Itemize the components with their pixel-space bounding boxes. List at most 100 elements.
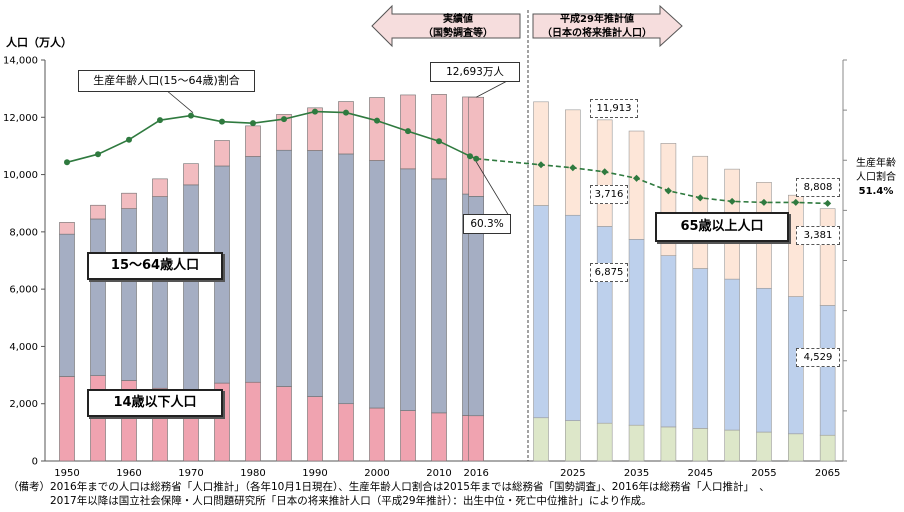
bar-working-2045	[692, 268, 709, 429]
bar-elderly-2016	[468, 96, 485, 197]
x-tick-label: 2025	[560, 468, 585, 479]
bar-children-2050	[724, 429, 740, 462]
ratio-point-1995	[343, 109, 349, 116]
ratio-2016-leader	[475, 161, 510, 217]
bar-working-2055	[756, 287, 772, 433]
bar-children-2055	[756, 431, 772, 462]
bar-elderly-1980	[245, 125, 261, 157]
bar-elderly-2035	[628, 130, 645, 240]
bar-elderly-1975	[214, 140, 230, 167]
proj-line2: （日本の将来推計人口）	[542, 28, 652, 39]
ratio-point-1975	[219, 118, 225, 125]
bar-children-2016	[468, 415, 485, 462]
y-tick-label: 0	[32, 457, 38, 468]
bar-elderly-2020	[533, 101, 549, 206]
ratio-point-2055	[760, 198, 768, 206]
bar-working-2010	[431, 178, 447, 414]
bar-working-2035	[628, 239, 645, 426]
x-tick-label: 2035	[624, 468, 649, 479]
bar-children-2040	[660, 426, 677, 462]
bar-working-2030	[596, 226, 613, 424]
bar-working-1960	[121, 208, 137, 381]
bar-elderly-1955	[90, 204, 106, 220]
ratio-point-1970	[188, 112, 194, 119]
actual-arrow-icon	[371, 4, 521, 48]
bar-working-1990	[307, 150, 323, 397]
proj-line1: 平成29年推計値	[560, 14, 634, 25]
y-tick-label: 4,000	[9, 342, 38, 353]
value-2065-working: 4,529	[796, 348, 840, 367]
x-tick-label: 2065	[815, 468, 840, 479]
projection-label: 平成29年推計値 （日本の将来推計人口）	[532, 13, 662, 41]
ratio-point-1950	[64, 159, 70, 166]
x-tick-label: 1990	[302, 468, 327, 479]
bar-working-2025	[565, 214, 581, 421]
ratio-point-2025	[569, 164, 577, 172]
value-2065-total: 8,808	[796, 178, 840, 197]
y-axis-title: 人口（万人）	[6, 36, 72, 49]
ratio-point-1985	[281, 116, 287, 123]
bar-elderly-2000	[369, 97, 385, 161]
elderly-legend: 65歳以上人口	[655, 212, 789, 242]
bar-children-1995	[338, 403, 354, 462]
bar-working-2000	[369, 160, 385, 409]
bar-working-1980	[245, 156, 261, 383]
ratio-point-2000	[374, 117, 380, 124]
bar-elderly-1960	[121, 192, 137, 209]
bar-children-2010	[431, 412, 447, 462]
ratio-point-2035	[633, 174, 641, 182]
bar-working-1965	[152, 196, 168, 389]
bar-working-1950	[59, 233, 75, 377]
ratio-title-box: 生産年齢人口(15～64歳)割合	[78, 70, 255, 92]
bar-elderly-2025	[565, 109, 581, 216]
bar-working-1995	[338, 153, 354, 405]
right-ratio-value: 51.4%	[858, 186, 894, 197]
ratio-point-1990	[312, 108, 318, 115]
bar-elderly-1990	[307, 107, 323, 151]
bar-children-1950	[59, 376, 75, 462]
ratio-point-1965	[157, 117, 163, 124]
y-tick-label: 2,000	[9, 399, 38, 410]
ratio-2016-box: 60.3%	[463, 214, 511, 234]
right-ratio-label: 生産年齢 人口割合 51.4%	[850, 157, 902, 199]
ratio-point-1955	[95, 151, 101, 158]
ratio-point-2010	[436, 138, 442, 145]
x-tick-label: 2045	[688, 468, 713, 479]
ratio-point-1980	[250, 120, 256, 127]
bar-children-2065	[819, 434, 836, 462]
ratio-point-2045	[696, 194, 704, 202]
total-2016-leader	[476, 79, 510, 98]
value-2065-elderly: 3,381	[796, 226, 840, 245]
x-tick-label: 2000	[364, 468, 389, 479]
bar-children-2060	[787, 433, 804, 462]
x-tick-label: 2010	[426, 468, 451, 479]
ratio-point-2065	[824, 199, 832, 207]
children-legend: 14歳以下人口	[87, 389, 223, 417]
bar-elderly-2010	[431, 94, 447, 180]
x-tick-label: 2055	[751, 468, 776, 479]
ratio-point-2060	[792, 198, 800, 206]
actual-line2: （国勢調査等）	[423, 28, 493, 39]
value-2035-total: 11,913	[590, 99, 638, 118]
ratio-point-2020	[537, 161, 545, 169]
value-2035-elderly: 3,716	[590, 185, 628, 204]
bar-children-2030	[596, 422, 613, 462]
ratio-point-2030	[601, 168, 609, 176]
ratio-point-2016	[473, 155, 480, 162]
bar-working-1970	[183, 184, 199, 391]
ratio-point-2050	[728, 197, 736, 205]
bar-elderly-1965	[152, 178, 168, 197]
value-2035-working: 6,875	[590, 263, 628, 282]
bar-working-2065	[819, 305, 836, 436]
bar-children-1985	[276, 386, 292, 462]
bar-children-2035	[628, 424, 645, 462]
total-2016-box: 12,693万人	[430, 62, 520, 82]
x-tick-label: 1970	[178, 468, 203, 479]
bar-children-2020	[533, 417, 549, 462]
right-ratio-line1: 生産年齢	[856, 158, 896, 169]
bar-elderly-1970	[183, 163, 199, 186]
y-tick-label: 14,000	[3, 56, 38, 67]
ratio-title-leader	[165, 89, 194, 113]
actual-line1: 実績値	[443, 14, 473, 25]
right-ratio-line2: 人口割合	[856, 172, 896, 183]
